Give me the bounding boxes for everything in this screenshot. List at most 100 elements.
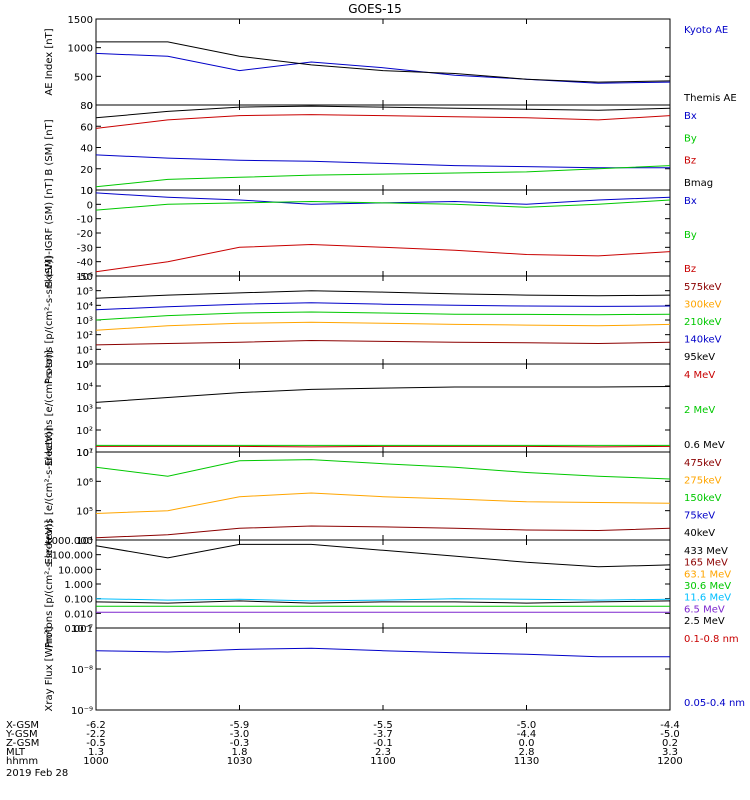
legend-entry: By (684, 133, 697, 144)
y-tick-label: 10² (76, 331, 93, 342)
series-line (95, 647, 670, 658)
y-tick-label: 10¹ (76, 448, 93, 459)
y-tick-label: 20 (80, 165, 93, 176)
series-line (95, 290, 671, 299)
legend-entry: 210keV (684, 317, 722, 328)
legend-entry: 475keV (684, 458, 722, 469)
legend-entry: Kyoto AE (684, 25, 728, 36)
y-tick-label: 1000.000 (45, 536, 93, 547)
x-axis-value: 1.3 (88, 747, 104, 758)
legend-entry: 95keV (684, 352, 715, 363)
y-axis-label: Electrons [e/(cm²-s-sr)] (44, 350, 55, 466)
legend-entry: Bmag (684, 178, 713, 189)
y-tick-label: 10⁻⁷ (71, 624, 93, 635)
series-line (95, 598, 671, 602)
x-axis-value: 2.3 (375, 747, 391, 758)
legend-entry: 165 MeV (684, 558, 728, 569)
x-axis-row-label: hhmm (6, 756, 38, 767)
legend-entry: Bz (684, 156, 696, 167)
y-tick-label: 0 (87, 186, 93, 197)
panel-8: 10⁻⁷ 10⁻⁸ 10⁻⁹ Xray Flux [W/m²] 0.1-0.8 nm 0.… (44, 624, 745, 717)
y-tick-label: -30 (77, 243, 93, 254)
series-line (95, 459, 671, 480)
x-axis-value: -5.0 (517, 720, 537, 731)
x-axis-value: 1130 (514, 756, 539, 767)
legend-entry: 63.1 MeV (684, 569, 731, 580)
x-axis-value: 1200 (657, 756, 682, 767)
y-tick-label: 10⁶ (76, 477, 93, 488)
y-axis-label: Protons [p/(cm²-s-sr-keV)] (44, 520, 55, 648)
y-tick-label: 10 (80, 186, 93, 197)
y-tick-label: 10⁴ (76, 301, 93, 312)
y-tick-label: 10¹ (76, 345, 93, 356)
y-tick-label: 0 (87, 200, 93, 211)
legend-entry: 0.6 MeV (684, 440, 725, 451)
series-line (95, 243, 671, 273)
y-tick-label: 80 (80, 101, 93, 112)
panel-2: 80 60 40 20 0 B (SM) [nT] Bx By Bz Bmag (44, 101, 713, 197)
panel-7: 1000.000 100.000 10.000 1.000 0.100 0.010 0.00… (44, 520, 731, 648)
y-tick-label: 10⁷ (76, 448, 93, 459)
legend-entry: 75keV (684, 511, 715, 522)
series-line (95, 600, 671, 604)
x-axis-value: -4.4 (660, 720, 680, 731)
y-axis-label: B (SM) [nT] (44, 119, 55, 175)
series-line (95, 154, 670, 169)
panel-frame (95, 539, 671, 629)
figure-title: GOES-15 (348, 2, 402, 16)
y-tick-label: 10⁵ (76, 507, 93, 518)
x-axis-value: 1030 (227, 756, 252, 767)
x-axis-value: 0.0 (519, 738, 535, 749)
y-tick-label: 10.000 (58, 565, 93, 576)
y-tick-label: 100.000 (52, 551, 93, 562)
panel-1: 1500 1000 500 0 AE Index [nT] Kyoto AE Themis … (44, 15, 737, 112)
panel-3: 100-10-20-30-40-50B (SM)-IGRF (SM) [nT] B… (44, 178, 697, 287)
series-line (95, 105, 671, 119)
y-tick-label: 10⁵ (76, 360, 93, 371)
y-axis-label: Protons [p/(cm²-s-sr-keV)] (44, 256, 55, 384)
y-tick-label: 10⁰ (76, 360, 93, 371)
series-line (96, 445, 671, 448)
y-tick-label: 0.100 (64, 595, 93, 606)
legend-entry: 2 MeV (684, 405, 715, 416)
panel-frame (95, 363, 671, 453)
y-tick-label: 0.010 (64, 609, 93, 620)
x-axis-value: -5.0 (660, 729, 680, 740)
legend-entry: 300keV (684, 300, 722, 311)
x-axis-value: 1000 (83, 756, 108, 767)
legend-entry: Bx (684, 111, 697, 122)
series-line (95, 311, 671, 321)
y-tick-label: 500 (74, 72, 93, 83)
legend-entry: 433 MeV (684, 546, 728, 557)
series-line (95, 114, 671, 129)
panel-frame (95, 18, 671, 106)
x-axis-value: -2.2 (86, 729, 106, 740)
y-tick-label: 1.000 (64, 580, 93, 591)
x-axis-row-label: MLT (6, 747, 26, 758)
legend-entry: Themis AE (683, 93, 737, 104)
x-axis-value: 0.2 (662, 738, 678, 749)
y-axis-label: B (SM)-IGRF (SM) [nT] (44, 178, 55, 287)
x-axis-value: -0.1 (373, 738, 393, 749)
y-tick-label: 1500 (68, 15, 93, 26)
legend-entry: 275keV (684, 476, 722, 487)
series-line (95, 492, 671, 514)
legend-entry: 40keV (684, 528, 715, 539)
series-line (95, 339, 671, 346)
y-tick-label: 10⁴ (76, 536, 93, 547)
x-axis-row-label: X-GSM (6, 720, 39, 731)
x-axis-value: 1.8 (232, 747, 248, 758)
x-axis-value: -5.9 (230, 720, 250, 731)
panel-4: 10⁶ 10⁵ 10⁴ 10³ 10² 10¹ 10⁰ Protons [p/(cm²-s-s… (44, 256, 722, 384)
legend-entry: 11.6 MeV (684, 593, 731, 604)
legend-entry: 0.1-0.8 nm (684, 634, 739, 645)
legend-entry: Bx (684, 196, 697, 207)
x-axis-value: -4.4 (517, 729, 537, 740)
panel-5: 10⁵ 10⁴ 10³ 10² 10¹ Electrons [e/(cm²-s-sr)] 4… (44, 350, 725, 466)
y-tick-label: 60 (80, 122, 93, 133)
y-tick-label: -20 (77, 229, 93, 240)
x-axis-value: 3.3 (662, 747, 678, 758)
y-tick-label: 10³ (76, 404, 93, 415)
